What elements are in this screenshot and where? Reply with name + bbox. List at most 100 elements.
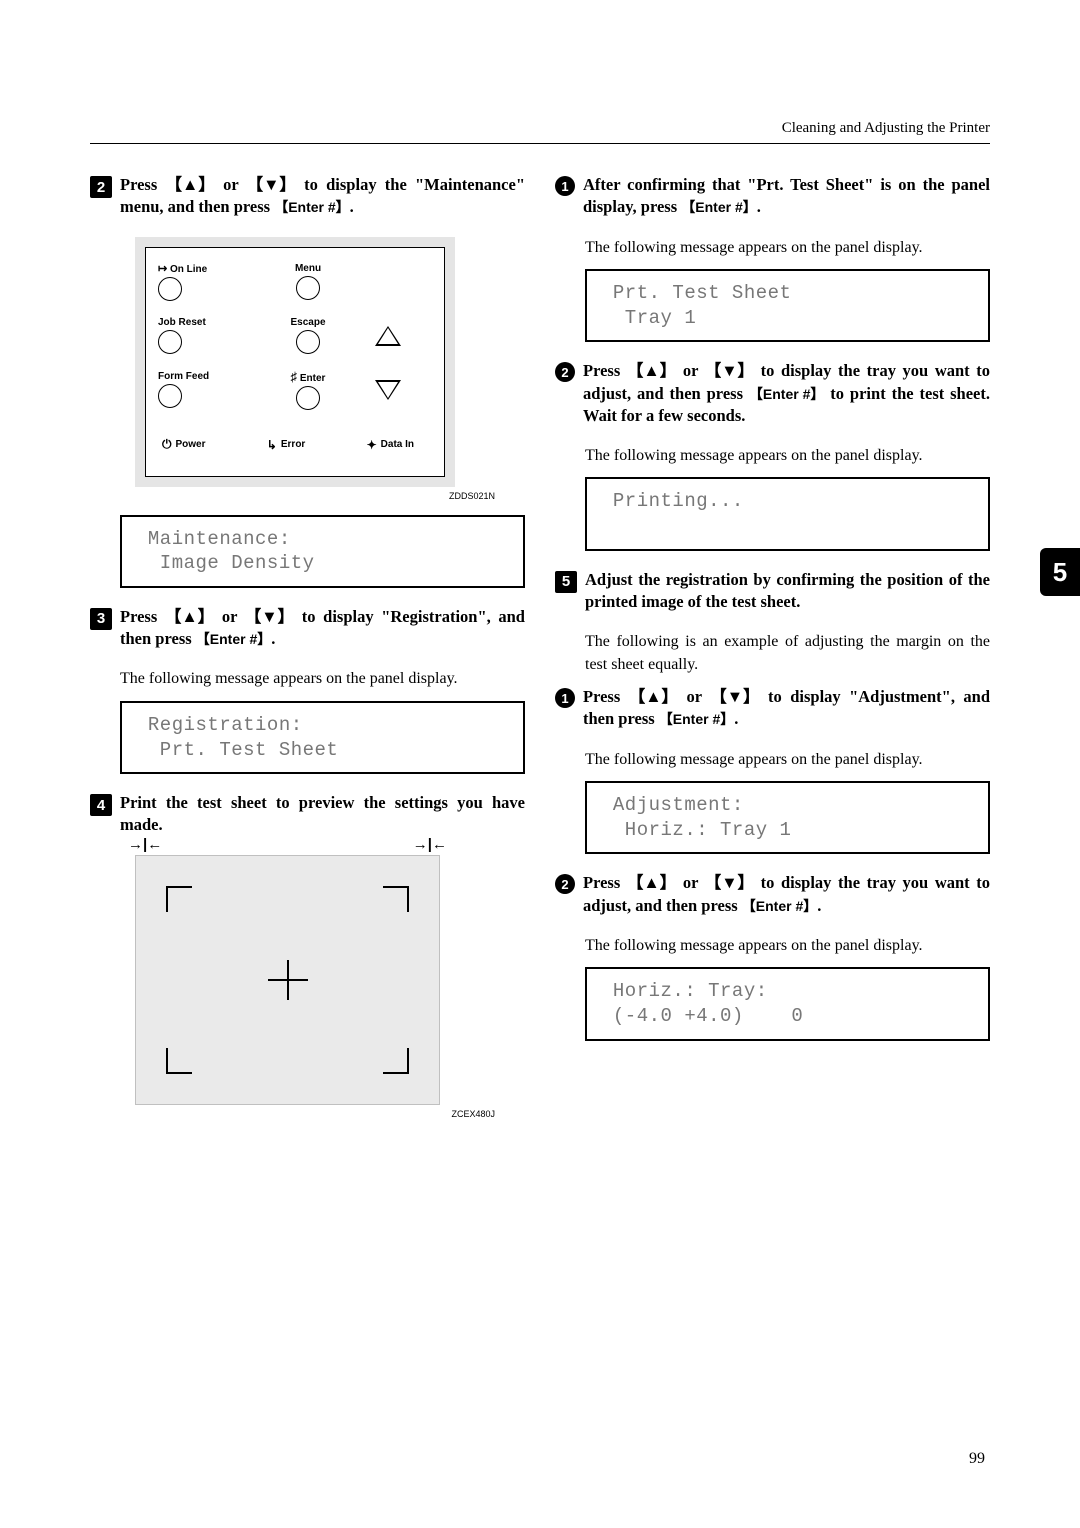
lcd-line: Image Density xyxy=(136,551,509,576)
down-key: 【▼】 xyxy=(710,686,759,708)
step-4: 4 Print the test sheet to preview the se… xyxy=(90,792,525,837)
t: or xyxy=(678,687,710,706)
lcd-line: Adjustment: xyxy=(601,793,974,818)
lcd-line: Horiz.: Tray: xyxy=(601,979,974,1004)
formfeed-button-icon xyxy=(158,384,182,408)
up-key: 【▲】 xyxy=(627,360,676,382)
t: . xyxy=(734,709,738,728)
step-text: Print the test sheet to preview the sett… xyxy=(120,792,525,837)
t: Press xyxy=(583,361,627,380)
step-number: 2 xyxy=(90,176,112,198)
substep-4-2: 2 Press 【▲】 or 【▼】 to display the tray y… xyxy=(555,360,990,427)
substep-4-1: 1 After confirming that "Prt. Test Sheet… xyxy=(555,174,990,219)
figure-label: ZCEX480J xyxy=(140,1109,495,1119)
up-key: 【▲】 xyxy=(629,686,678,708)
step-5: 5 Adjust the registration by confirming … xyxy=(555,569,990,614)
body-text: The following is an example of adjusting… xyxy=(585,631,990,676)
t: Enter xyxy=(300,373,326,384)
step-text: Press 【▲】 or 【▼】 to display the tray you… xyxy=(583,360,990,427)
lcd-line: Tray 1 xyxy=(601,306,974,331)
data-in-icon: ✦ xyxy=(367,438,377,452)
left-column: 2 Press 【▲】 or 【▼】 to display the "Maint… xyxy=(90,174,525,1133)
t: Job Reset xyxy=(158,317,206,328)
t: Press xyxy=(583,873,627,892)
step-text: Press 【▲】 or 【▼】 to display the tray you… xyxy=(583,872,990,917)
menu-button-icon xyxy=(296,276,320,300)
substep-5-1: 1 Press 【▲】 or 【▼】 to display "Adjustmen… xyxy=(555,686,990,731)
up-key: 【▲】 xyxy=(165,606,214,628)
power-indicator: ⏻Power xyxy=(162,437,206,452)
lcd-display-maintenance: Maintenance: Image Density xyxy=(120,515,525,588)
content-columns: 2 Press 【▲】 or 【▼】 to display the "Maint… xyxy=(90,174,990,1133)
lcd-line: Horiz.: Tray 1 xyxy=(601,818,974,843)
enter-label: ♯ Enter xyxy=(268,369,348,410)
t: Menu xyxy=(295,263,321,274)
online-label: ↦ On Line xyxy=(158,262,258,301)
up-key: 【▲】 xyxy=(627,872,676,894)
down-key: 【▼】 xyxy=(247,174,296,196)
t: Error xyxy=(281,439,305,450)
t: After confirming that "Prt. Test Sheet" … xyxy=(583,175,990,216)
t: . xyxy=(271,629,275,648)
substep-number: 1 xyxy=(555,688,575,708)
crosshair-icon xyxy=(287,960,289,1000)
t: or xyxy=(676,361,704,380)
step-number: 3 xyxy=(90,608,112,630)
lcd-display-printing: Printing... xyxy=(585,477,990,550)
body-text: The following message appears on the pan… xyxy=(585,445,990,467)
enter-key: 【Enter #】 xyxy=(681,198,756,217)
lcd-display-registration: Registration: Prt. Test Sheet xyxy=(120,701,525,774)
page-number: 99 xyxy=(969,1450,985,1468)
corner-icon xyxy=(166,1048,192,1074)
down-key: 【▼】 xyxy=(705,360,754,382)
enter-key: 【Enter #】 xyxy=(659,710,734,729)
body-text: The following message appears on the pan… xyxy=(585,237,990,259)
substep-number: 1 xyxy=(555,176,575,196)
right-column: 1 After confirming that "Prt. Test Sheet… xyxy=(555,174,990,1133)
lcd-line: Registration: xyxy=(136,713,509,738)
t: On Line xyxy=(170,264,207,275)
lcd-line: Printing... xyxy=(601,489,974,514)
corner-icon xyxy=(166,886,192,912)
test-sheet-diagram: →|← →|← xyxy=(135,855,440,1105)
lcd-line: Prt. Test Sheet xyxy=(136,738,509,763)
lcd-line: (-4.0 +4.0) 0 xyxy=(601,1004,974,1029)
lcd-display-testsheet: Prt. Test Sheet Tray 1 xyxy=(585,269,990,342)
step-text: Press 【▲】 or 【▼】 to display the "Mainten… xyxy=(120,174,525,219)
error-indicator: ↳ Error xyxy=(267,437,306,452)
triangle-down-icon xyxy=(375,380,401,400)
t: . xyxy=(817,896,821,915)
t: Escape xyxy=(290,317,325,328)
error-icon: ↳ xyxy=(267,438,277,452)
corner-icon xyxy=(383,886,409,912)
step-text: Press 【▲】 or 【▼】 to display "Registratio… xyxy=(120,606,525,651)
lcd-line: Maintenance: xyxy=(136,527,509,552)
up-key: 【▲】 xyxy=(166,174,215,196)
corner-icon xyxy=(383,1048,409,1074)
up-triangle xyxy=(358,326,418,346)
body-text: The following message appears on the pan… xyxy=(120,668,525,690)
t: Form Feed xyxy=(158,371,209,382)
lcd-line: Prt. Test Sheet xyxy=(601,281,974,306)
jobreset-button-icon xyxy=(158,330,182,354)
substep-number: 2 xyxy=(555,874,575,894)
t: or xyxy=(214,607,245,626)
t: Press xyxy=(120,607,165,626)
control-panel-diagram: ↦ On Line Menu Job Reset Escape xyxy=(135,237,455,487)
enter-key: 【Enter #】 xyxy=(742,897,817,916)
lcd-display-horiz-tray: Horiz.: Tray: (-4.0 +4.0) 0 xyxy=(585,967,990,1040)
step-2: 2 Press 【▲】 or 【▼】 to display the "Maint… xyxy=(90,174,525,219)
step-text: Adjust the registration by confirming th… xyxy=(585,569,990,614)
body-text: The following message appears on the pan… xyxy=(585,935,990,957)
step-text: Press 【▲】 or 【▼】 to display "Adjustment"… xyxy=(583,686,990,731)
t: . xyxy=(350,197,354,216)
jobreset-label: Job Reset xyxy=(158,317,258,354)
enter-key: 【Enter #】 xyxy=(749,385,824,404)
step-text: After confirming that "Prt. Test Sheet" … xyxy=(583,174,990,219)
escape-label: Escape xyxy=(268,317,348,354)
down-key: 【▼】 xyxy=(705,872,754,894)
figure-label: ZDDS021N xyxy=(140,491,495,501)
menu-label: Menu xyxy=(268,263,348,300)
down-triangle xyxy=(358,380,418,400)
triangle-up-icon xyxy=(375,326,401,346)
